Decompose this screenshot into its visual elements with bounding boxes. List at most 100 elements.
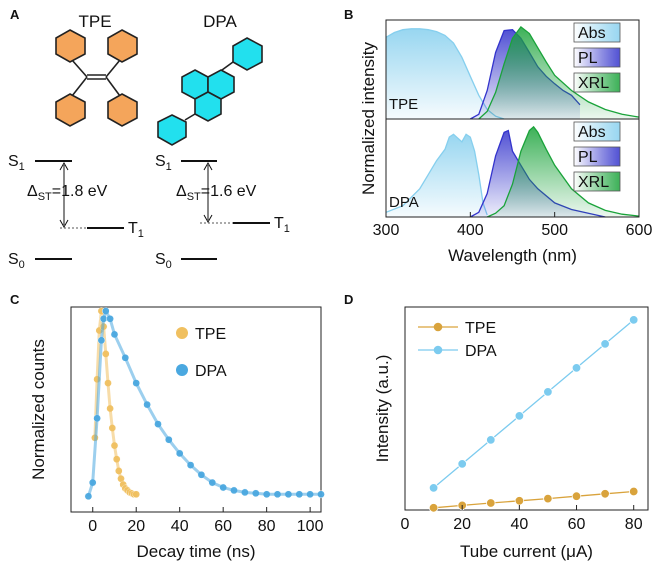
legend-label-xrl: XRL [578,174,609,191]
legend-swatch-abs [573,121,621,142]
data-point [486,498,496,508]
legend-label-dpa: DPA [195,363,227,380]
series-line [433,319,635,489]
x-tick-label: 500 [541,222,568,239]
area-xrl [487,126,639,217]
data-point [457,459,467,469]
dpa-phenyl-ring [157,114,187,146]
legend-swatch-xrl [573,171,621,192]
subplot-label-dpa: DPA [389,194,419,211]
x-axis-title: Decay time (ns) [136,542,255,561]
legend-label-pl: PL [578,50,598,67]
line-xrl [478,25,640,120]
legend-marker-dpa [433,345,443,355]
series-dpa [84,307,325,501]
dpa-anthracene-ring [194,91,222,122]
data-point [543,493,553,504]
tpe-energy-diagram [35,160,124,260]
tpe-s1-label: S1 [8,153,25,173]
x-tick-label: 80 [625,516,643,533]
x-tick-label: 0 [401,516,410,533]
tpe-phenyl-ring [107,93,138,127]
area-abs [386,134,488,217]
dpa-energy-diagram [181,160,270,260]
x-tick-label: 40 [510,516,528,533]
tpe-gap-label: ΔST=1.8 eV [27,183,108,203]
panel-a-letter: A [10,7,20,22]
legend-label-pl: PL [578,149,598,166]
legend-marker-tpe [433,322,443,332]
x-tick-label: 400 [457,222,484,239]
data-point [629,315,639,325]
subplot-tpe: Abs PL XRL TPE [385,22,640,120]
tpe-phenyl-ring [55,93,86,127]
series-trace [93,310,137,496]
series-dpa [428,315,639,493]
x-tick-label: 60 [568,516,586,533]
series-tpe [91,307,141,499]
series-line [433,490,634,509]
x-axis-title: Tube current (μA) [460,542,593,561]
x-axis-title: Wavelength (nm) [448,246,577,265]
data-point [600,339,610,349]
panel-b: B Abs PL XRL TPE Abs PL XRL DPA 300 400 500 600 Wave… [344,7,652,265]
panel-d: D TPE DPA 0 20 40 60 80 Tube current (μA) Intens… [344,292,649,561]
x-tick-label: 20 [453,516,471,533]
y-axis-title: Normalized intensity [359,41,378,195]
legend-swatch-abs [573,22,621,43]
legend-swatch-xrl [573,72,621,93]
data-point [543,387,553,397]
legend-swatch-pl [573,47,621,68]
tpe-phenyl-ring [55,29,86,63]
x-tick-label: 600 [626,222,653,239]
x-tick-label: 100 [297,518,324,535]
data-point [428,483,439,493]
legend-marker-dpa [176,364,188,376]
subplot-dpa: Abs PL XRL DPA [385,121,640,218]
dpa-s0-label: S0 [155,251,172,271]
spectra-chart: Abs PL XRL TPE Abs PL XRL DPA 300 400 500 600 Wavele… [359,19,653,265]
tpe-title: TPE [78,12,111,31]
data-point [600,489,610,499]
data-point [486,435,496,445]
data-point [514,411,525,421]
legend-marker-tpe [176,327,188,339]
dpa-s1-label: S1 [155,153,172,173]
subplot-label-tpe: TPE [389,96,418,113]
tpe-s0-label: S0 [8,251,25,271]
x-tick-label: 20 [127,518,145,535]
data-point [571,363,582,373]
panel-a: A TPE DPA [8,7,290,271]
line-abs [385,133,488,216]
data-point [629,486,639,497]
dpa-phenyl-ring [232,37,263,71]
series-tpe [428,486,639,513]
x-tick-label: 300 [373,222,400,239]
dpa-molecule-structure [157,37,263,146]
y-axis-title: Normalized counts [29,339,48,480]
tpe-t1-label: T1 [128,220,144,240]
x-tick-label: 0 [88,518,97,535]
decay-chart: TPE DPA 0 20 40 60 80 100 Decay time (ns) Normali… [29,306,325,561]
line-xrl [486,125,640,218]
panel-c-letter: C [10,292,20,307]
tpe-molecule-structure [55,29,138,127]
plot-frame [70,306,322,513]
dpa-title: DPA [203,12,237,31]
intensity-chart: TPE DPA 0 20 40 60 80 Tube current (μA) Intensit… [373,306,649,561]
area-pl [470,130,606,217]
panel-b-letter: B [344,7,353,22]
x-tick-label: 40 [171,518,189,535]
data-point [571,491,582,501]
dpa-gap-label: ΔST=1.6 eV [176,183,257,203]
x-tick-label: 60 [214,518,232,535]
x-tick-label: 80 [258,518,276,535]
data-point [428,503,439,513]
series-trace [86,307,321,497]
legend-label-tpe: TPE [195,326,226,343]
legend-label-dpa: DPA [465,343,497,360]
area-abs [386,28,505,119]
legend-swatch-pl [573,146,621,167]
legend-label-abs: Abs [578,25,606,42]
